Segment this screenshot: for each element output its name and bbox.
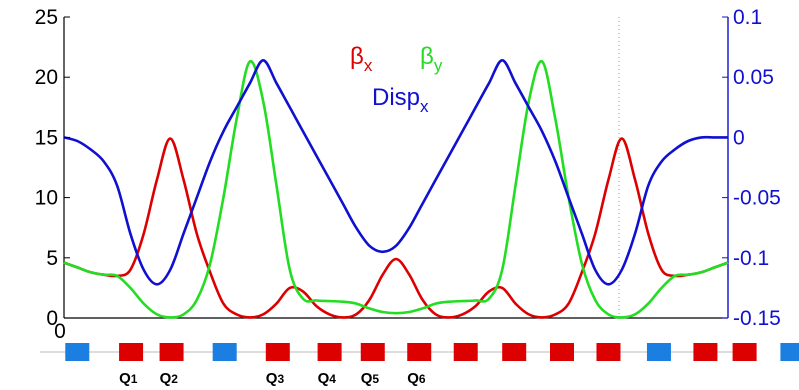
- axes-frame: [63, 17, 729, 319]
- quadrupole-magnet: [693, 343, 718, 361]
- beta-x-line: [63, 137, 729, 319]
- quadrupole-magnet: [119, 343, 144, 361]
- quadrupole-magnet: [407, 343, 432, 361]
- left-tick-label: 15: [35, 126, 58, 149]
- right-axis-ticks: -0.15 -0.1 -0.05 0 0.05 0.1: [722, 6, 781, 330]
- quadrupole-magnet: [360, 343, 385, 361]
- right-tick-label: 0.1: [733, 6, 762, 29]
- quadrupole-magnet: [502, 343, 527, 361]
- right-tick-label: -0.05: [733, 187, 781, 210]
- right-tick-label: 0.05: [733, 66, 774, 89]
- legend-beta-x-base: β: [350, 43, 364, 70]
- legend-beta-y-base: β: [420, 43, 434, 70]
- quadrupole-magnet: [159, 343, 184, 361]
- left-tick-label: 0: [46, 307, 58, 330]
- legend-disp-x-sub: x: [420, 97, 429, 116]
- legend: βx βy Dispx: [350, 43, 443, 116]
- quadrupole-labels: Q1 Q2 Q3 Q4 Q5 Q6: [119, 370, 426, 387]
- right-tick-label: 0: [733, 126, 745, 149]
- quadrupole-label: Q5: [361, 370, 380, 387]
- legend-beta-y: βy: [420, 43, 443, 75]
- quadrupole-label: Q1: [119, 370, 138, 387]
- x-tick-label: 0: [54, 320, 66, 343]
- dispersion-x-line: [63, 59, 728, 286]
- quadrupole-magnet: [732, 343, 757, 361]
- dipole-magnet: [212, 343, 237, 361]
- left-tick-label: 25: [35, 6, 58, 29]
- right-tick-label: -0.15: [733, 307, 781, 330]
- quadrupole-label: Q2: [160, 370, 179, 387]
- legend-beta-y-sub: y: [434, 56, 443, 75]
- quadrupole-magnet: [265, 343, 290, 361]
- legend-beta-x-sub: x: [364, 56, 373, 75]
- left-tick-label: 10: [35, 187, 58, 210]
- left-axis-ticks: 0 5 10 15 20 25: [35, 6, 70, 330]
- quadrupole-label: Q3: [266, 370, 285, 387]
- quadrupole-magnet: [596, 343, 621, 361]
- left-tick-label: 20: [35, 66, 58, 89]
- legend-disp-x-base: Disp: [372, 84, 420, 111]
- quadrupole-magnet: [453, 343, 478, 361]
- chart-series: [63, 59, 729, 319]
- quadrupole-label: Q6: [407, 370, 426, 387]
- quadrupole-label: Q4: [318, 370, 337, 387]
- dipole-magnet: [780, 343, 799, 361]
- beta-y-line: [63, 60, 729, 319]
- legend-beta-x: βx: [350, 43, 373, 75]
- legend-disp-x: Dispx: [372, 84, 429, 116]
- dipole-magnet: [65, 343, 90, 361]
- lattice-strip: [40, 343, 799, 361]
- quadrupole-magnet: [550, 343, 574, 361]
- dipole-magnet: [646, 343, 671, 361]
- quadrupole-magnet: [317, 343, 342, 361]
- left-tick-label: 5: [46, 247, 58, 270]
- right-tick-label: -0.1: [733, 247, 769, 270]
